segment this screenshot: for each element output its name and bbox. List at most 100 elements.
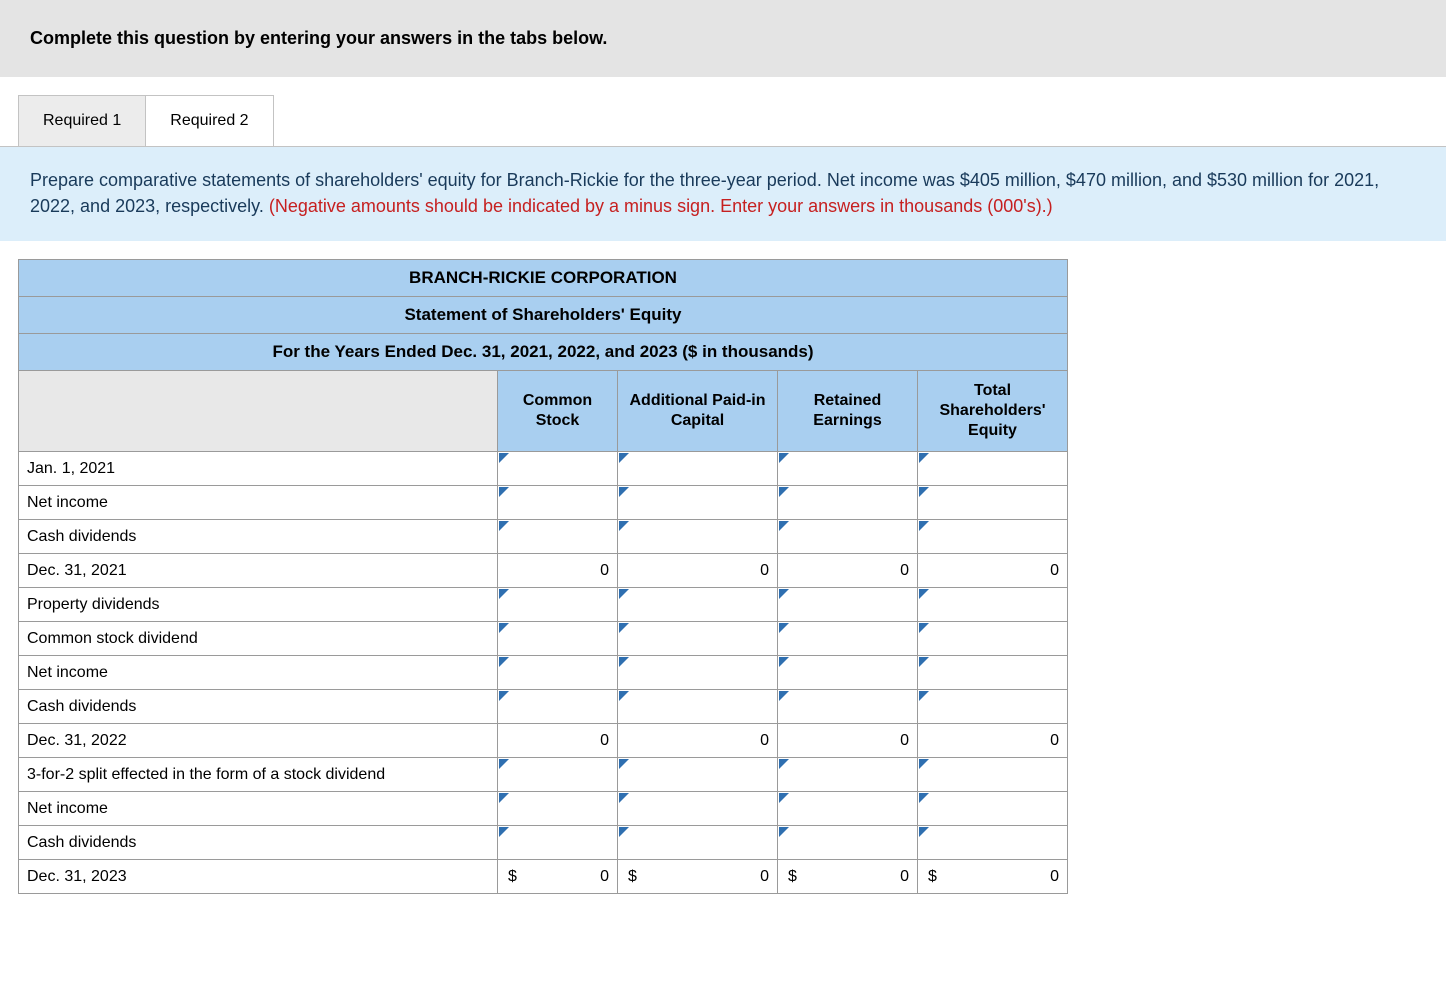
value-cell[interactable] (618, 826, 778, 860)
editable-flag-icon (919, 589, 929, 599)
value-cell[interactable] (778, 792, 918, 826)
editable-flag-icon (619, 827, 629, 837)
value-cell[interactable] (778, 656, 918, 690)
value-cell[interactable] (778, 520, 918, 554)
dollar-sign: $ (626, 868, 637, 886)
value-cell[interactable] (918, 690, 1068, 724)
value-cell[interactable] (618, 758, 778, 792)
editable-flag-icon (499, 487, 509, 497)
row-label: Property dividends (19, 588, 498, 622)
editable-flag-icon (919, 487, 929, 497)
row-label: Cash dividends (19, 826, 498, 860)
editable-flag-icon (779, 827, 789, 837)
value-cell[interactable] (618, 452, 778, 486)
editable-flag-icon (779, 793, 789, 803)
value-cell[interactable] (778, 622, 918, 656)
value-cell[interactable] (498, 792, 618, 826)
cell-value: 0 (626, 732, 769, 750)
tab-required-1[interactable]: Required 1 (18, 95, 146, 147)
row-label: Cash dividends (19, 690, 498, 724)
value-cell: 0 (498, 724, 618, 758)
value-cell[interactable] (498, 520, 618, 554)
value-cell: 0 (618, 724, 778, 758)
value-cell[interactable] (778, 486, 918, 520)
value-cell[interactable] (498, 452, 618, 486)
value-cell[interactable] (918, 826, 1068, 860)
col-header-apic: Additional Paid-in Capital (618, 371, 778, 452)
value-cell[interactable] (918, 520, 1068, 554)
cell-value: 0 (506, 562, 609, 580)
editable-flag-icon (619, 521, 629, 531)
editable-flag-icon (779, 521, 789, 531)
value-cell[interactable] (918, 792, 1068, 826)
editable-flag-icon (779, 589, 789, 599)
dollar-sign: $ (506, 868, 517, 886)
editable-flag-icon (619, 759, 629, 769)
editable-flag-icon (779, 623, 789, 633)
value-cell: $0 (778, 860, 918, 894)
instructions-box: Prepare comparative statements of shareh… (0, 146, 1446, 241)
table-row: Net income (19, 792, 1068, 826)
editable-flag-icon (499, 521, 509, 531)
value-cell[interactable] (498, 622, 618, 656)
value-cell[interactable] (618, 690, 778, 724)
editable-flag-icon (619, 623, 629, 633)
table-row: Cash dividends (19, 826, 1068, 860)
value-cell[interactable] (618, 622, 778, 656)
value-cell[interactable] (618, 792, 778, 826)
value-cell[interactable] (498, 486, 618, 520)
value-cell[interactable] (618, 588, 778, 622)
cell-value: 0 (786, 732, 909, 750)
editable-flag-icon (919, 623, 929, 633)
value-cell[interactable] (778, 588, 918, 622)
value-cell[interactable] (618, 486, 778, 520)
cell-value: 0 (626, 562, 769, 580)
editable-flag-icon (499, 589, 509, 599)
value-cell[interactable] (498, 690, 618, 724)
value-cell[interactable] (778, 452, 918, 486)
editable-flag-icon (499, 759, 509, 769)
value-cell[interactable] (918, 588, 1068, 622)
value-cell[interactable] (498, 826, 618, 860)
editable-flag-icon (499, 827, 509, 837)
editable-flag-icon (499, 793, 509, 803)
value-cell[interactable] (618, 520, 778, 554)
value-cell[interactable] (498, 758, 618, 792)
value-cell[interactable] (778, 690, 918, 724)
value-cell[interactable] (918, 622, 1068, 656)
table-row: Net income (19, 486, 1068, 520)
editable-flag-icon (919, 691, 929, 701)
tab-required-2[interactable]: Required 2 (145, 95, 273, 147)
tab-label: Required 1 (43, 112, 121, 129)
editable-flag-icon (619, 453, 629, 463)
value-cell: $0 (498, 860, 618, 894)
value-cell[interactable] (918, 452, 1068, 486)
cell-value: 0 (521, 868, 609, 886)
row-label: Dec. 31, 2022 (19, 724, 498, 758)
editable-flag-icon (619, 691, 629, 701)
equity-table: BRANCH-RICKIE CORPORATION Statement of S… (18, 259, 1068, 894)
instructions-warning: (Negative amounts should be indicated by… (269, 196, 1053, 216)
row-label: Dec. 31, 2021 (19, 554, 498, 588)
value-cell[interactable] (498, 656, 618, 690)
editable-flag-icon (499, 691, 509, 701)
value-cell: 0 (918, 724, 1068, 758)
question-header: Complete this question by entering your … (0, 0, 1446, 77)
value-cell[interactable] (918, 656, 1068, 690)
equity-table-wrap: BRANCH-RICKIE CORPORATION Statement of S… (18, 259, 1446, 894)
editable-flag-icon (619, 487, 629, 497)
value-cell[interactable] (618, 656, 778, 690)
table-title-3: For the Years Ended Dec. 31, 2021, 2022,… (19, 334, 1068, 371)
value-cell[interactable] (778, 826, 918, 860)
value-cell[interactable] (778, 758, 918, 792)
editable-flag-icon (499, 623, 509, 633)
table-row: Jan. 1, 2021 (19, 452, 1068, 486)
value-cell[interactable] (918, 486, 1068, 520)
value-cell[interactable] (918, 758, 1068, 792)
value-cell[interactable] (498, 588, 618, 622)
cell-value: 0 (941, 868, 1059, 886)
table-title-1: BRANCH-RICKIE CORPORATION (19, 260, 1068, 297)
table-row: Property dividends (19, 588, 1068, 622)
row-label: Net income (19, 486, 498, 520)
editable-flag-icon (919, 657, 929, 667)
